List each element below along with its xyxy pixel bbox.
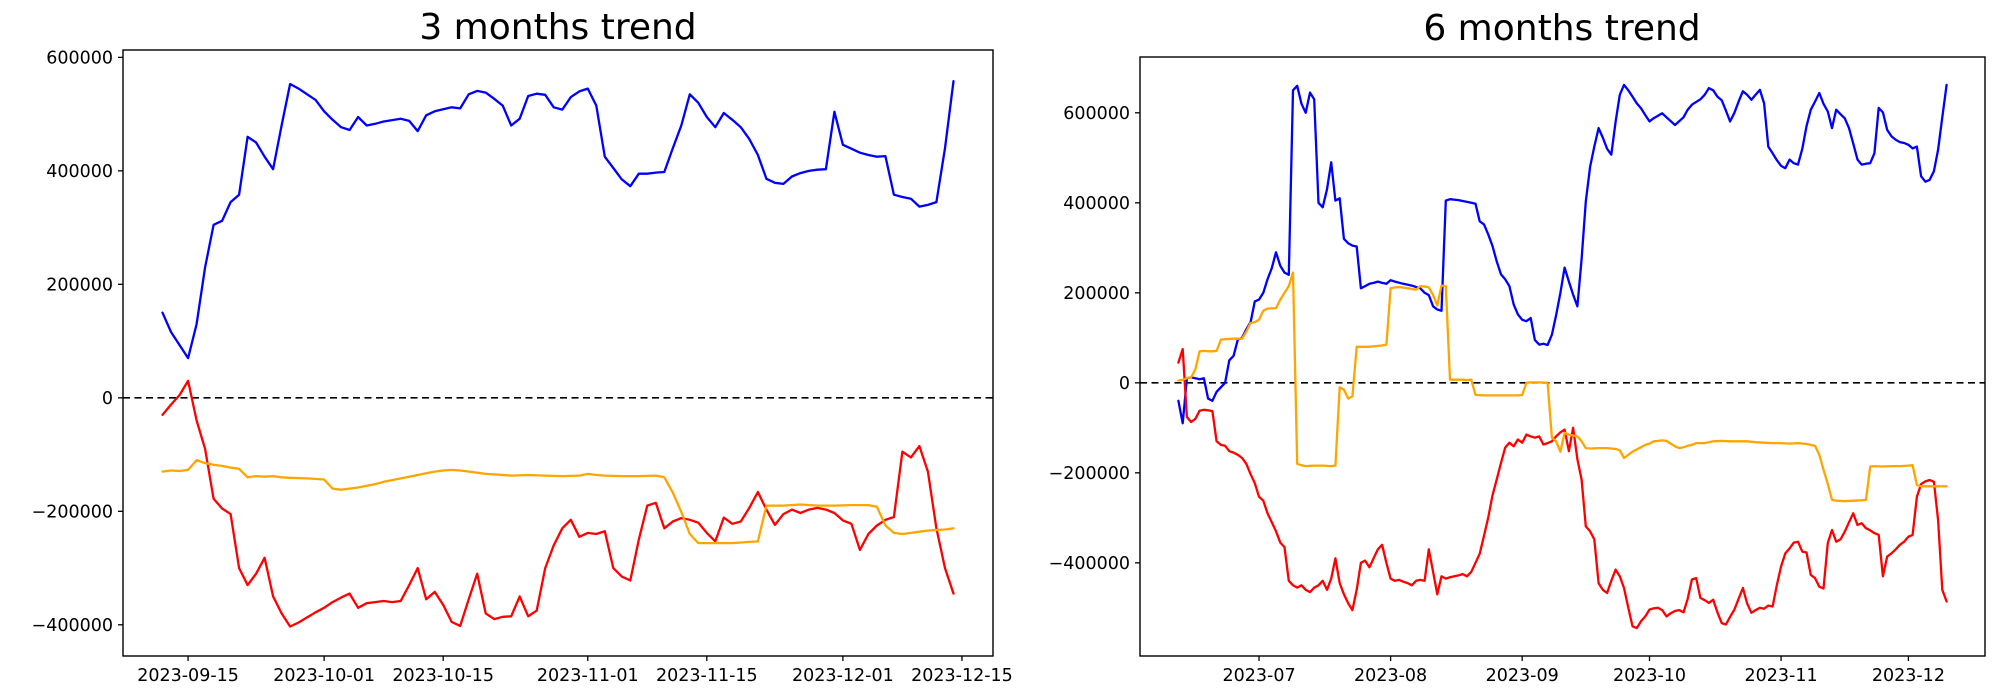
x-tick-label: 2023-10-15 [392,666,494,686]
y-tick-label: 200000 [1063,284,1130,304]
series-blue-line [1177,83,1948,425]
x-tick-label: 2023-09-15 [137,666,239,686]
x-tick-label: 2023-12 [1872,666,1945,686]
y-tick-label: −400000 [1049,554,1130,574]
chart-3-months: 600000 400000 200000 0 −200000 −400000 2023-09… [32,7,1013,686]
series-red-line [1177,347,1948,630]
y-tick-label: −400000 [32,616,113,636]
y-tick-label: 600000 [1063,104,1130,124]
x-tick-label: 2023-07 [1222,666,1295,686]
chart-6-months: 600000 400000 200000 0 −200000 −400000 2023-07… [1049,8,1986,686]
y-tick-label: 0 [102,389,113,409]
x-tick-label: 2023-09 [1486,666,1559,686]
x-tick-label: 2023-10 [1613,666,1686,686]
x-tick-label: 2023-11-15 [656,666,758,686]
x-tick-label: 2023-11 [1745,666,1818,686]
y-tick-label: 0 [1119,374,1130,394]
y-tick-label: 200000 [46,275,113,295]
y-tick-label: 400000 [1063,194,1130,214]
y-tick-label: −200000 [32,502,113,522]
x-tick-label: 2023-08 [1354,666,1427,686]
series-orange-line [1177,271,1948,503]
series-red-line [161,379,955,628]
chart-title: 6 months trend [1423,8,1700,49]
chart-title: 3 months trend [419,7,696,48]
x-tick-label: 2023-12-15 [911,666,1013,686]
x-tick-label: 2023-11-01 [537,666,639,686]
plot-frame [1139,56,1986,657]
plot-frame [122,49,994,657]
y-tick-label: 400000 [46,162,113,182]
y-tick-label: −200000 [1049,464,1130,484]
series-orange-line [161,459,955,545]
x-tick-label: 2023-12-01 [792,666,894,686]
series-blue-line [161,80,955,360]
y-tick-label: 600000 [46,48,113,68]
x-tick-label: 2023-10-01 [273,666,375,686]
